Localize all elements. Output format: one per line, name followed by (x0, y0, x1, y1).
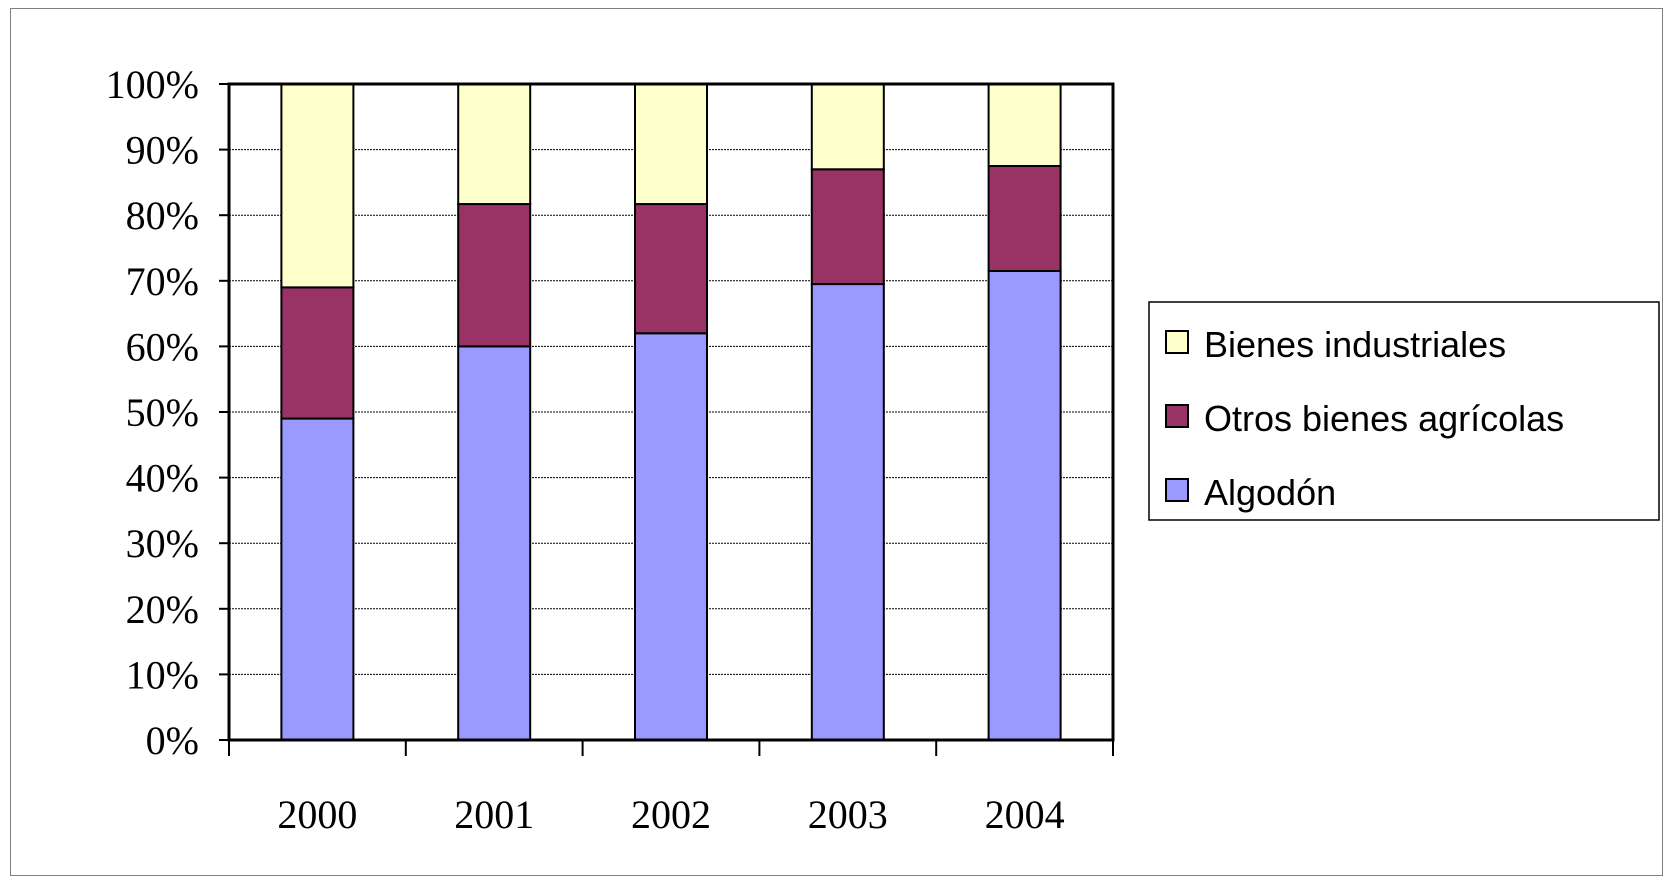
y-tick-label: 90% (126, 128, 199, 173)
x-tick-label: 2000 (277, 792, 357, 837)
bar-segment (457, 83, 532, 206)
y-tick-label: 0% (146, 718, 199, 763)
legend-label: Bienes industriales (1204, 324, 1506, 365)
x-tick-label: 2002 (631, 792, 711, 837)
legend-swatch (1165, 330, 1189, 354)
bar-segment (810, 83, 885, 171)
legend-swatch (1165, 404, 1189, 428)
legend-label: Algodón (1204, 472, 1336, 513)
bar-segment (280, 83, 355, 289)
y-tick-label: 60% (126, 324, 199, 369)
bar-segment (987, 269, 1062, 741)
bar-segment (634, 332, 708, 741)
y-axis: 0% 10% 20% 30% 40% 50% 60% 70% 80% 90% 100% (106, 62, 229, 763)
bar-segment (280, 286, 355, 420)
bar-segment (987, 83, 1062, 167)
x-tick-label: 2004 (985, 792, 1065, 837)
y-tick-label: 30% (126, 521, 199, 566)
y-tick-label: 40% (126, 456, 199, 501)
x-tick-label: 2001 (454, 792, 534, 837)
bar-segment (280, 417, 355, 741)
y-tick-label: 50% (126, 390, 199, 435)
bar-segment (634, 203, 708, 335)
y-tick-label: 100% (106, 62, 199, 107)
legend-box (1148, 301, 1660, 521)
y-tick-label: 20% (126, 587, 199, 632)
y-tick-label: 70% (126, 259, 199, 304)
bar-segment (457, 203, 532, 348)
bar-segment (987, 165, 1062, 272)
legend-label: Otros bienes agrícolas (1204, 398, 1564, 439)
y-tick-label: 80% (126, 193, 199, 238)
bars (280, 83, 1062, 741)
bar-segment (457, 345, 532, 741)
bar-segment (810, 283, 885, 741)
legend: Bienes industriales Otros bienes agrícola… (1148, 301, 1660, 521)
bar-segment (634, 83, 708, 206)
bar-segment (810, 168, 885, 286)
x-tick-label: 2003 (808, 792, 888, 837)
legend-swatch (1165, 478, 1189, 502)
y-tick-label: 10% (126, 652, 199, 697)
x-axis: 2000 2001 2002 2003 2004 (228, 740, 1114, 837)
